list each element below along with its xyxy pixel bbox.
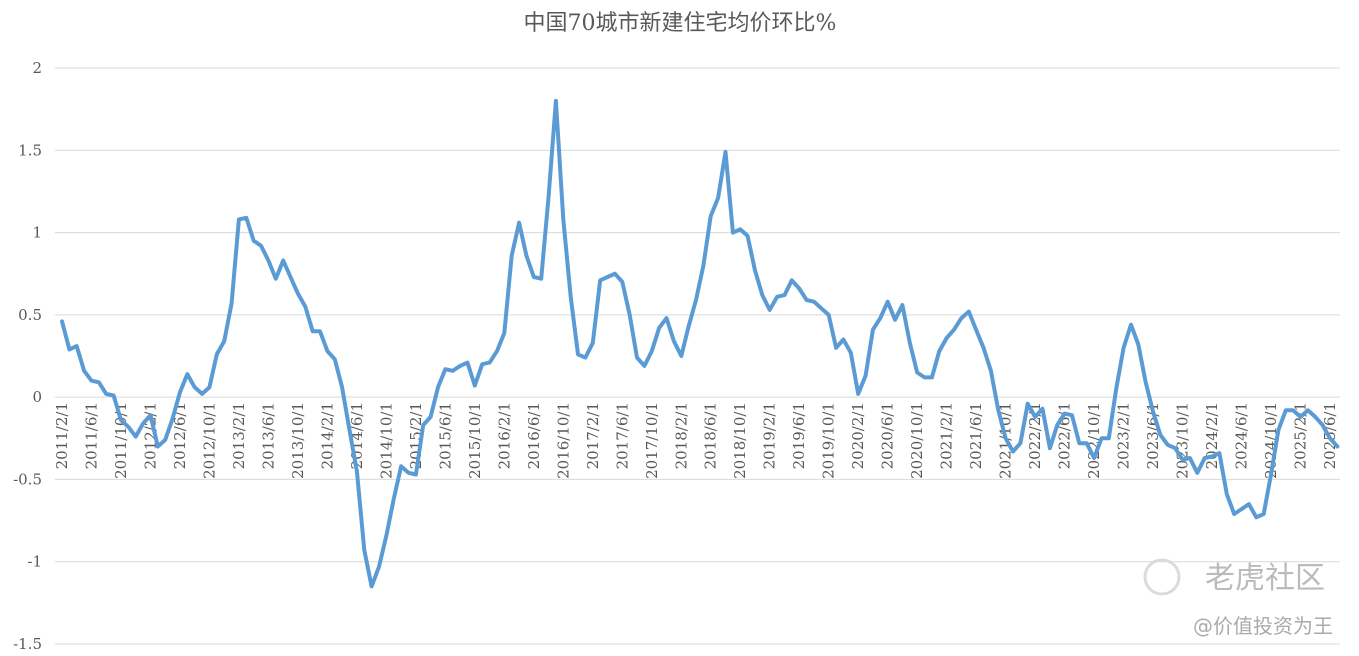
x-tick-label: 2014/2/1 bbox=[318, 402, 336, 469]
x-tick-label: 2011/2/1 bbox=[53, 402, 71, 469]
x-tick-label: 2021/2/1 bbox=[938, 402, 956, 469]
x-tick-label: 2012/6/1 bbox=[171, 402, 189, 469]
watermark-logo bbox=[1143, 558, 1181, 596]
y-tick-label: -1 bbox=[27, 553, 42, 571]
x-tick-label: 2013/6/1 bbox=[259, 402, 277, 469]
x-tick-label: 2017/6/1 bbox=[613, 402, 631, 469]
x-tick-label: 2023/6/1 bbox=[1144, 402, 1162, 469]
x-tick-label: 2016/6/1 bbox=[525, 402, 543, 469]
x-tick-label: 2023/2/1 bbox=[1115, 402, 1133, 469]
x-tick-label: 2015/6/1 bbox=[436, 402, 454, 469]
x-tick-label: 2018/10/1 bbox=[731, 402, 749, 479]
x-tick-label: 2018/6/1 bbox=[702, 402, 720, 469]
y-tick-label: 0.5 bbox=[18, 306, 42, 324]
x-tick-label: 2013/10/1 bbox=[289, 402, 307, 479]
x-tick-label: 2017/2/1 bbox=[584, 402, 602, 469]
x-tick-label: 2016/10/1 bbox=[554, 402, 572, 479]
x-tick-label: 2014/10/1 bbox=[377, 402, 395, 479]
y-tick-label: 2 bbox=[32, 59, 42, 77]
y-tick-label: -0.5 bbox=[13, 470, 42, 488]
x-tick-label: 2025/2/1 bbox=[1292, 402, 1310, 469]
x-tick-label: 2018/2/1 bbox=[672, 402, 690, 469]
y-tick-label: -1.5 bbox=[13, 635, 42, 653]
x-tick-label: 2022/2/1 bbox=[1026, 402, 1044, 469]
x-tick-label: 2024/6/1 bbox=[1233, 402, 1251, 469]
x-tick-label: 2019/6/1 bbox=[790, 402, 808, 469]
x-tick-label: 2019/10/1 bbox=[820, 402, 838, 479]
x-tick-label: 2020/10/1 bbox=[908, 402, 926, 479]
x-tick-label: 2013/2/1 bbox=[230, 402, 248, 469]
watermark-author: @价值投资为王 bbox=[1193, 614, 1333, 638]
x-tick-label: 2021/6/1 bbox=[967, 402, 985, 469]
watermark: 老虎社区 bbox=[1205, 561, 1325, 596]
y-tick-label: 1.5 bbox=[18, 141, 42, 159]
x-tick-label: 2020/2/1 bbox=[849, 402, 867, 469]
x-tick-label: 2019/2/1 bbox=[761, 402, 779, 469]
x-tick-label: 2015/10/1 bbox=[466, 402, 484, 479]
x-tick-label: 2012/10/1 bbox=[200, 402, 218, 479]
x-tick-label: 2016/2/1 bbox=[495, 402, 513, 469]
y-tick-label: 0 bbox=[32, 388, 42, 406]
x-tick-label: 2022/10/1 bbox=[1085, 402, 1103, 479]
x-tick-label: 2011/10/1 bbox=[112, 402, 130, 479]
series-line bbox=[60, 98, 1340, 589]
x-tick-label: 2024/10/1 bbox=[1262, 402, 1280, 479]
x-tick-label: 2011/6/1 bbox=[82, 402, 100, 469]
y-tick-label: 1 bbox=[32, 224, 42, 242]
x-tick-label: 2020/6/1 bbox=[879, 402, 897, 469]
chart-title: 中国70城市新建住宅均价环比% bbox=[524, 11, 837, 36]
x-tick-label: 2023/10/1 bbox=[1174, 402, 1192, 479]
x-tick-label: 2017/10/1 bbox=[643, 402, 661, 479]
